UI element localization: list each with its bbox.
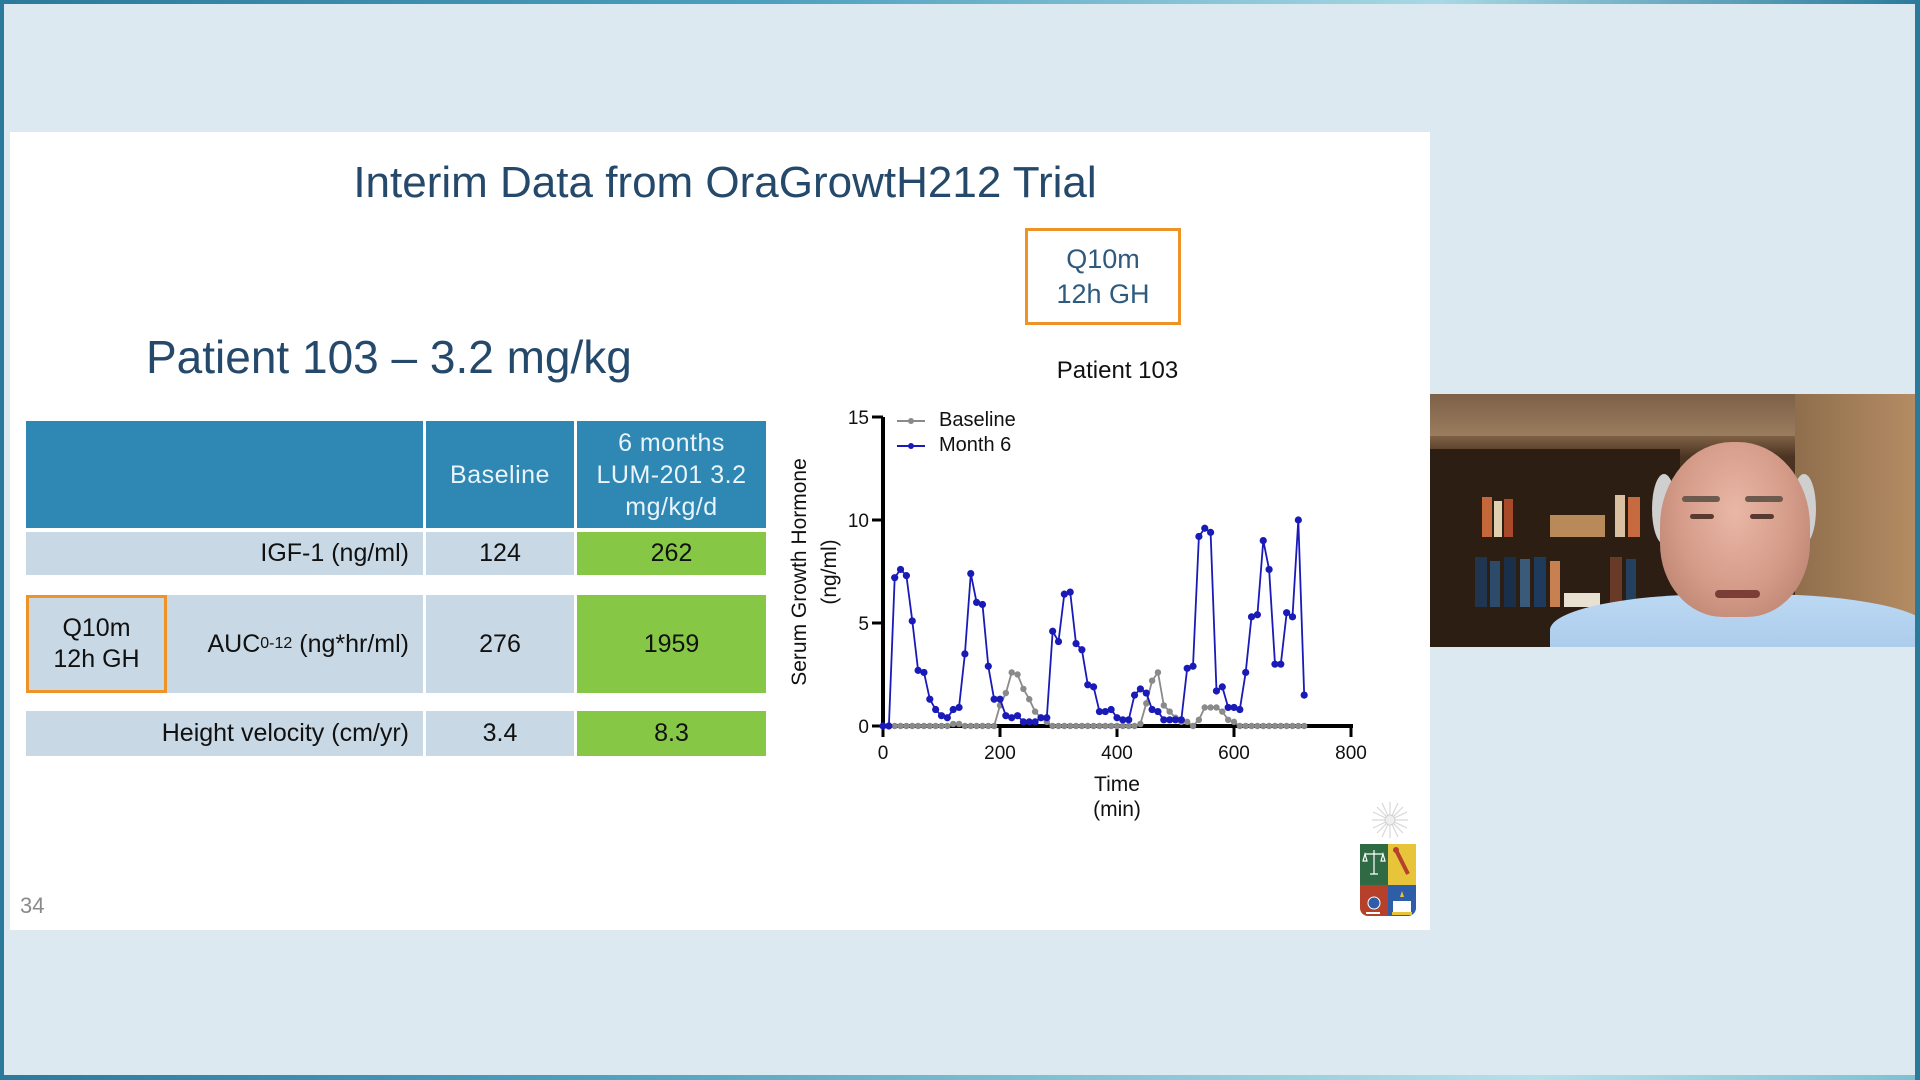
window-border-left	[0, 0, 4, 1080]
table-row-auc-month6: 1959	[577, 595, 766, 693]
auc-label-subscript: 0-12	[260, 635, 293, 652]
y-label-line-2: (ng/ml)	[818, 539, 841, 605]
legend-swatch-baseline-icon	[897, 417, 925, 424]
slide-canvas	[10, 132, 1430, 930]
legend-swatch-month6-icon	[897, 442, 925, 449]
x-label-line-2: (min)	[1093, 798, 1141, 821]
table-row-igf1-baseline: 124	[426, 532, 574, 575]
callout-line-1: Q10m	[62, 614, 131, 642]
book-lamp-icon	[1388, 885, 1416, 916]
scales-icon	[1360, 844, 1388, 885]
presenter-video-feed[interactable]	[1430, 394, 1915, 647]
video-person-head	[1660, 442, 1810, 617]
window-border-bottom	[0, 1075, 1920, 1080]
crest-shield	[1360, 844, 1416, 916]
table-row-auc-baseline: 276	[426, 595, 574, 693]
callout-box-q10m: Q10m 12h GH	[1025, 228, 1181, 325]
callout-line-1: Q10m	[1066, 243, 1140, 274]
video-bookshelf	[1430, 449, 1680, 647]
auc-label-main: AUC	[207, 629, 261, 658]
table-row-height-velocity-baseline: 3.4	[426, 711, 574, 756]
window-border-top	[0, 0, 1920, 4]
video-person-brow	[1682, 496, 1720, 502]
globe-hand-icon	[1360, 885, 1388, 916]
table-row-igf1-label: IGF-1 (ng/ml)	[26, 532, 423, 575]
chart-title: Patient 103	[1056, 357, 1179, 384]
window-border-right	[1915, 0, 1920, 1080]
torch-arm-icon	[1388, 844, 1416, 885]
chart-x-axis-label: Time (min)	[1057, 772, 1177, 822]
callout-box-q10m-table: Q10m 12h GH	[26, 595, 167, 693]
legend-label-month6: Month 6	[939, 434, 1012, 456]
table-row-igf1-month6: 262	[577, 532, 766, 575]
table-row-height-velocity-label: Height velocity (cm/yr)	[26, 711, 423, 756]
university-crest-logo	[1358, 800, 1418, 920]
callout-line-2: 12h GH	[53, 645, 140, 673]
table-header-6-months: 6 months LUM-201 3.2 mg/kg/d	[577, 421, 766, 528]
video-person-eye	[1750, 514, 1774, 519]
y-label-line-1: Serum Growth Hormone	[788, 458, 811, 686]
table-header-empty	[26, 421, 423, 528]
slide-title: Interim Data from OraGrowtH212 Trial	[353, 158, 1097, 207]
callout-line-2: 12h GH	[1056, 278, 1150, 309]
auc-label-unit: (ng*hr/ml)	[292, 629, 409, 658]
video-person-eye	[1690, 514, 1714, 519]
video-person-brow	[1745, 496, 1783, 502]
sun-rays-icon	[1372, 802, 1408, 838]
x-label-line-1: Time	[1094, 773, 1140, 796]
slide-number: 34	[20, 893, 45, 918]
table-row-height-velocity-month6: 8.3	[577, 711, 766, 756]
slide-subtitle: Patient 103 – 3.2 mg/kg	[146, 331, 632, 383]
video-person-mouth	[1715, 590, 1760, 598]
table-header-baseline: Baseline	[426, 421, 574, 528]
legend-item-baseline: Baseline	[897, 408, 1016, 433]
legend-item-month6: Month 6	[897, 433, 1016, 458]
chart-legend: Baseline Month 6	[897, 408, 1016, 458]
legend-label-baseline: Baseline	[939, 409, 1016, 431]
